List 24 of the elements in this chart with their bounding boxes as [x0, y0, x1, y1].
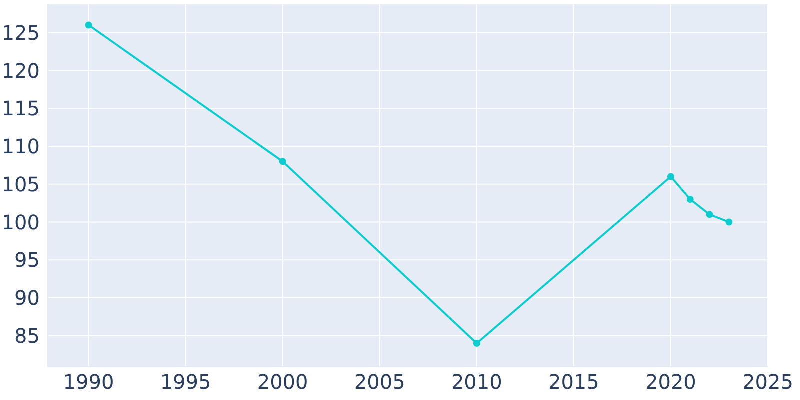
- point: [85, 22, 92, 29]
- x-tick-label: 2000: [257, 370, 308, 394]
- y-tick-label: 95: [14, 248, 40, 272]
- point: [473, 340, 480, 348]
- point: [279, 158, 286, 166]
- x-tick-label: 2015: [548, 370, 600, 394]
- point: [686, 196, 694, 204]
- x-tick-label: 2020: [646, 370, 696, 394]
- x-tick-label: 2005: [354, 370, 406, 394]
- x-tick-label: 2010: [451, 370, 502, 394]
- y-tick-label: 105: [2, 172, 40, 196]
- y-tick-label: 85: [14, 324, 40, 348]
- point: [706, 211, 714, 218]
- y-tick-label: 90: [14, 286, 40, 310]
- x-tick-label: 2025: [742, 370, 794, 394]
- y-tick-label: 100: [2, 210, 40, 234]
- point: [726, 218, 733, 226]
- y-tick-label: 125: [2, 20, 40, 45]
- y-tick-label: 120: [2, 58, 40, 83]
- y-tick-label: 110: [2, 134, 40, 159]
- y-tick-label: 115: [2, 96, 40, 121]
- point: [667, 173, 674, 180]
- x-tick-label: 1990: [63, 370, 114, 394]
- x-tick-label: 1995: [160, 370, 212, 394]
